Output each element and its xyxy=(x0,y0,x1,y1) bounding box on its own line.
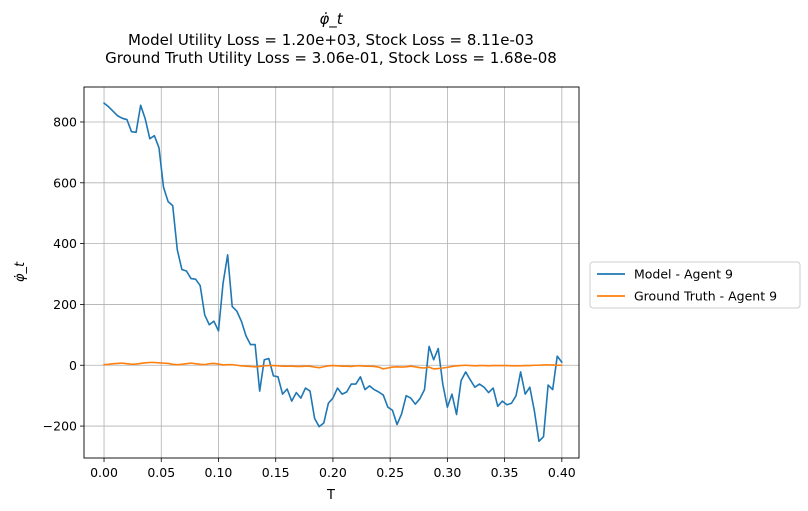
plot-area: 0.00 0.05 0.10 0.15 0.20 0.25 0.30 0.35 0.40 −20… xyxy=(43,86,580,480)
x-axis-ticks: 0.00 0.05 0.10 0.15 0.20 0.25 0.30 0.35 0.40 xyxy=(90,458,576,480)
x-tick-label: 0.20 xyxy=(319,465,347,480)
series-line-model xyxy=(103,102,563,443)
x-tick-label: 0.30 xyxy=(433,465,461,480)
y-tick-label: 400 xyxy=(53,236,77,251)
y-axis-label: φ̇_t xyxy=(13,261,28,282)
y-tick-label: 600 xyxy=(53,175,77,190)
legend-label-model: Model - Agent 9 xyxy=(634,267,733,282)
y-tick-label: 0 xyxy=(69,358,77,373)
y-tick-label: 200 xyxy=(53,297,77,312)
y-tick-label: 800 xyxy=(53,114,77,129)
x-tick-label: 0.10 xyxy=(205,465,233,480)
legend-label-ground-truth: Ground Truth - Agent 9 xyxy=(634,289,777,304)
x-axis-label: T xyxy=(326,488,335,503)
series-lines xyxy=(103,102,563,443)
chart-title: φ̇_t xyxy=(319,10,343,29)
x-tick-label: 0.40 xyxy=(548,465,576,480)
x-tick-label: 0.25 xyxy=(376,465,404,480)
chart-subtitle-line-1: Model Utility Loss = 1.20e+03, Stock Los… xyxy=(128,31,534,49)
y-tick-label: −200 xyxy=(43,419,77,434)
x-tick-label: 0.35 xyxy=(491,465,519,480)
x-tick-label: 0.05 xyxy=(147,465,175,480)
plot-background xyxy=(84,87,579,458)
chart-subtitle-line-2: Ground Truth Utility Loss = 3.06e-01, St… xyxy=(105,49,557,67)
x-tick-label: 0.00 xyxy=(90,465,118,480)
plot-frame xyxy=(83,86,580,459)
x-tick-label: 0.15 xyxy=(262,465,290,480)
legend: Model - Agent 9 Ground Truth - Agent 9 xyxy=(589,261,801,309)
series-line-ground-truth xyxy=(103,361,563,370)
legend-frame xyxy=(589,261,801,309)
y-axis-ticks: −200 0 200 400 600 800 xyxy=(43,114,84,434)
